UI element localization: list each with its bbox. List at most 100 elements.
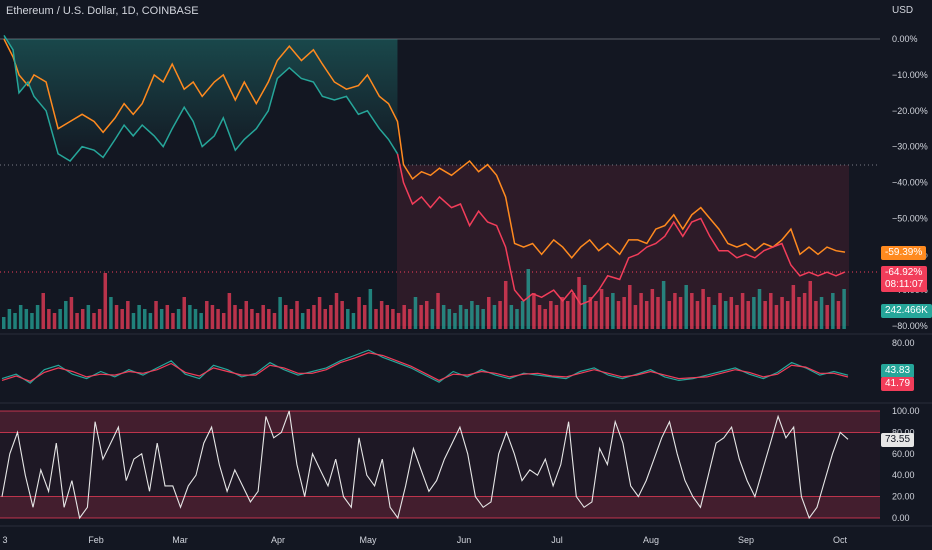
volume-bar <box>599 289 604 329</box>
volume-bar <box>221 313 226 329</box>
volume-bar <box>622 297 626 329</box>
x-tick: 3 <box>2 535 7 545</box>
price-y-tick: 0.00% <box>892 34 918 44</box>
volume-bar <box>165 305 170 329</box>
x-tick: May <box>359 535 377 545</box>
volume-bar <box>30 313 34 329</box>
volume-bar <box>238 309 243 329</box>
chart-title: Ethereum / U.S. Dollar, 1D, COINBASE <box>6 5 199 17</box>
volume-bar <box>661 281 666 329</box>
volume-bar <box>41 293 45 329</box>
volume-bar <box>588 297 593 329</box>
stoch-y-tick: 80.00 <box>892 427 915 437</box>
stoch-y-tick: 20.00 <box>892 492 915 502</box>
volume-bar <box>802 293 807 329</box>
volume-bar <box>402 305 406 329</box>
volume-bar <box>351 313 356 329</box>
x-tick: Mar <box>172 535 188 545</box>
volume-bar <box>143 309 147 329</box>
volume-bar <box>312 305 316 329</box>
volume-bar <box>718 293 722 329</box>
price-y-tick: −40.00% <box>892 178 928 188</box>
volume-bar <box>639 293 643 329</box>
volume-bar <box>58 309 62 329</box>
osc-series-red <box>1 352 849 382</box>
volume-bar <box>154 301 158 329</box>
x-tick: Jun <box>457 535 472 545</box>
volume-bar <box>182 297 186 329</box>
volume-bar <box>210 305 215 329</box>
volume-bar <box>425 301 429 329</box>
volume-bar <box>391 309 395 329</box>
x-tick: Jul <box>551 535 563 545</box>
volume-bar <box>7 309 12 329</box>
volume-bar <box>205 301 209 329</box>
volume-bar <box>673 293 677 329</box>
price-y-tick: −80.00% <box>892 321 928 331</box>
red-value: -64.92% <box>885 267 923 278</box>
volume-bar <box>86 305 91 329</box>
price-y-tick: −10.00% <box>892 70 928 80</box>
volume-bar <box>678 297 683 329</box>
volume-bar <box>323 309 327 329</box>
volume-bar <box>396 313 401 329</box>
volume-bar <box>408 309 412 329</box>
osc-series-teal <box>1 349 849 384</box>
volume-bar <box>137 305 141 329</box>
osc-red-tag: 41.79 <box>881 377 915 391</box>
x-tick: Aug <box>643 535 659 545</box>
teal-area <box>4 35 398 161</box>
volume-bar <box>300 313 305 329</box>
volume-bar <box>109 297 113 329</box>
stoch-tag: 73.55 <box>881 433 915 447</box>
price-series-orange <box>3 38 846 259</box>
volume-bar <box>441 305 446 329</box>
price-y-tick: −30.00% <box>892 142 928 152</box>
volume-bar <box>746 301 750 329</box>
volume-bar <box>114 305 119 329</box>
volume-bar <box>126 301 130 329</box>
volume-bar <box>582 285 587 329</box>
volume-tag: 242.466K <box>881 304 932 318</box>
price-series-red <box>396 153 846 306</box>
volume-bar <box>131 313 136 329</box>
price-y-tick: −50.00% <box>892 213 928 223</box>
volume-bar <box>808 281 813 329</box>
volume-bar <box>763 301 767 329</box>
x-tick: Apr <box>271 535 285 545</box>
osc-y-tick: 80.00 <box>892 338 915 348</box>
osc-teal-tag: 43.83 <box>881 364 915 378</box>
volume-bar <box>171 313 175 329</box>
volume-bar <box>819 297 824 329</box>
volume-bar <box>329 305 333 329</box>
volume-bar <box>261 305 265 329</box>
volume-bar <box>712 305 717 329</box>
volume-bar <box>75 313 79 329</box>
volume-bar <box>690 293 694 329</box>
volume-bar <box>740 293 745 329</box>
volume-bar <box>464 309 468 329</box>
volume-bar <box>18 305 23 329</box>
volume-bar <box>695 301 700 329</box>
oversold-band <box>0 496 880 518</box>
volume-bar <box>413 297 418 329</box>
volume-bar <box>216 309 220 329</box>
currency-label: USD <box>892 5 914 16</box>
volume-bar <box>594 301 598 329</box>
volume-bar <box>791 285 796 329</box>
x-tick: Feb <box>88 535 104 545</box>
volume-bar <box>470 301 474 329</box>
volume-bar <box>520 301 525 329</box>
volume-bar <box>103 273 108 329</box>
volume-bar <box>526 269 531 329</box>
overbought-band <box>0 411 880 433</box>
volume-bar <box>2 317 6 329</box>
volume-bar <box>284 305 288 329</box>
volume-bar <box>611 293 615 329</box>
price-series-teal <box>3 35 399 162</box>
volume-bar <box>492 305 497 329</box>
volume-bar <box>368 289 373 329</box>
volume-bar <box>532 293 536 329</box>
volume-bar <box>120 309 124 329</box>
volume-bar <box>362 305 367 329</box>
